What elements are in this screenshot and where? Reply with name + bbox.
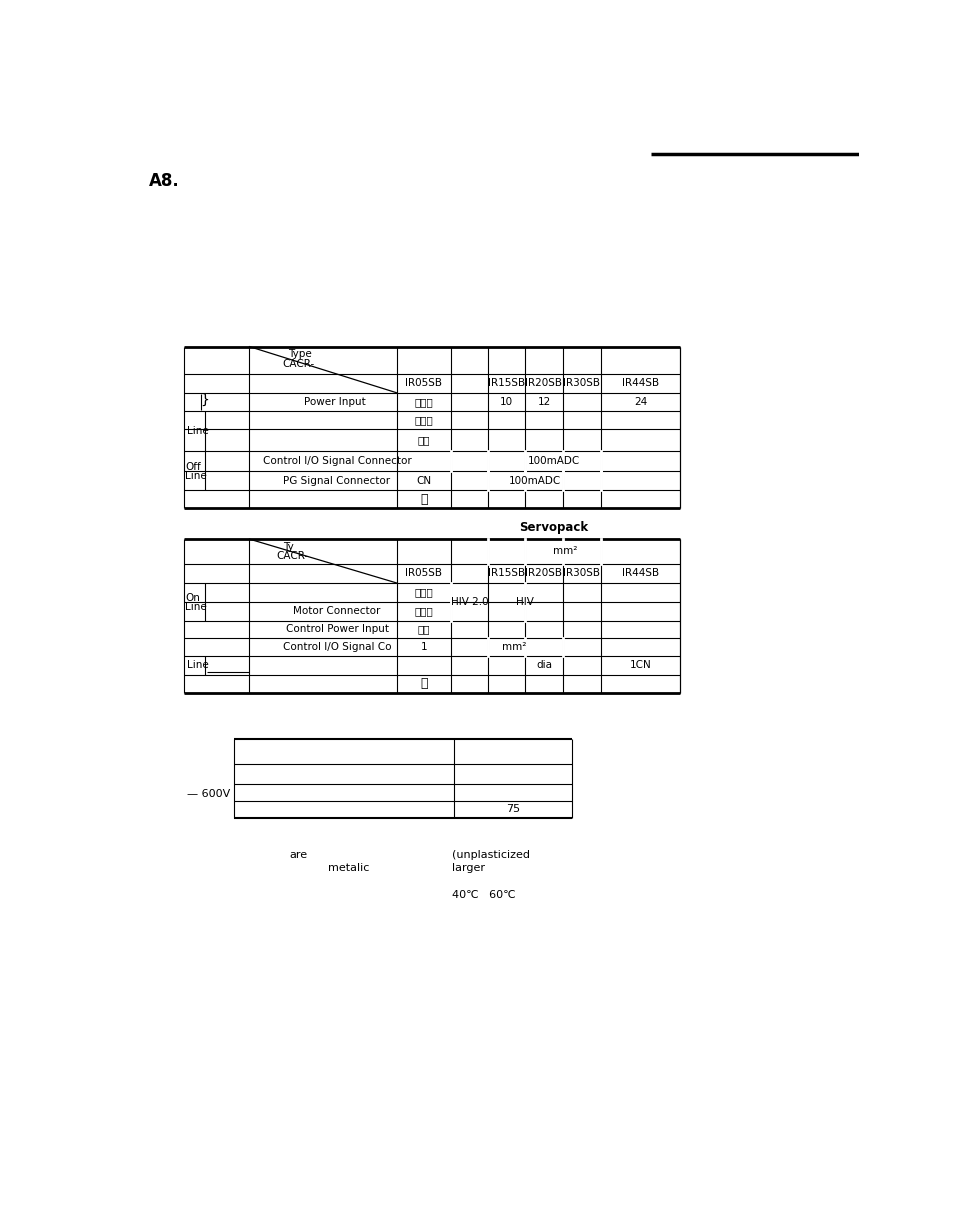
- Text: are: are: [290, 850, 308, 860]
- Text: }: }: [200, 393, 210, 406]
- Text: Control Power Input: Control Power Input: [285, 625, 388, 634]
- Text: 40℃   60℃: 40℃ 60℃: [452, 889, 516, 900]
- Text: Control I/O Signal Connector: Control I/O Signal Connector: [262, 456, 411, 466]
- Text: Off: Off: [185, 461, 201, 472]
- Text: 12: 12: [537, 396, 550, 407]
- Text: A8.: A8.: [149, 172, 179, 190]
- Text: IR44SB: IR44SB: [621, 378, 659, 388]
- Text: Line: Line: [187, 660, 208, 670]
- Text: ⓇⓈⓉ: ⓇⓈⓉ: [414, 588, 433, 598]
- Text: 75: 75: [505, 804, 519, 815]
- Text: PG Signal Connector: PG Signal Connector: [283, 476, 390, 486]
- Text: CACR-: CACR-: [276, 551, 309, 561]
- Text: CACR-: CACR-: [282, 359, 314, 368]
- Text: ⏚: ⏚: [419, 493, 427, 505]
- Text: metalic: metalic: [328, 863, 370, 872]
- Text: 10: 10: [499, 396, 513, 407]
- Text: IR44SB: IR44SB: [621, 569, 659, 578]
- Text: Motor Connector: Motor Connector: [293, 606, 380, 616]
- Text: Power Input: Power Input: [303, 396, 365, 407]
- Text: 1: 1: [420, 642, 427, 651]
- Text: — 600V: — 600V: [187, 789, 230, 799]
- Text: mm²: mm²: [502, 642, 526, 651]
- Text: Line: Line: [187, 426, 208, 437]
- Text: 100mADC: 100mADC: [508, 476, 560, 486]
- Text: ⓈⓉ: ⓈⓉ: [417, 625, 430, 634]
- Text: ⏚: ⏚: [419, 677, 427, 691]
- Text: ⓊⓋⓌ: ⓊⓋⓌ: [414, 606, 433, 616]
- Text: ⓇⓈⓉ: ⓇⓈⓉ: [414, 396, 433, 407]
- Text: (unplasticized: (unplasticized: [452, 850, 530, 860]
- Text: IR20SB: IR20SB: [525, 378, 562, 388]
- Text: Line: Line: [185, 603, 207, 612]
- Text: 1CN: 1CN: [629, 660, 651, 670]
- Text: IR30SB: IR30SB: [563, 569, 599, 578]
- Text: 100mADC: 100mADC: [527, 456, 579, 466]
- Text: larger: larger: [452, 863, 485, 872]
- Text: dia: dia: [536, 660, 552, 670]
- Text: CN: CN: [416, 476, 431, 486]
- Text: Line: Line: [185, 471, 207, 481]
- Text: Ty: Ty: [282, 542, 294, 551]
- Text: ⓈⓉ: ⓈⓉ: [417, 436, 430, 445]
- Text: IR20SB: IR20SB: [525, 569, 562, 578]
- Text: IR15SB: IR15SB: [488, 569, 525, 578]
- Text: IR05SB: IR05SB: [405, 378, 442, 388]
- Text: Control I/O Signal Co: Control I/O Signal Co: [282, 642, 391, 651]
- Text: Servopack: Servopack: [519, 521, 588, 534]
- Text: On: On: [185, 593, 200, 603]
- Text: ⓊⓋⓌ: ⓊⓋⓌ: [414, 415, 433, 425]
- Text: HIV 2.0: HIV 2.0: [450, 597, 488, 606]
- Text: IR05SB: IR05SB: [405, 569, 442, 578]
- Text: HIV: HIV: [516, 597, 534, 606]
- Text: 24: 24: [634, 396, 647, 407]
- Text: IR30SB: IR30SB: [563, 378, 599, 388]
- Text: Type: Type: [288, 349, 312, 360]
- Text: mm²: mm²: [553, 547, 578, 556]
- Text: IR15SB: IR15SB: [488, 378, 525, 388]
